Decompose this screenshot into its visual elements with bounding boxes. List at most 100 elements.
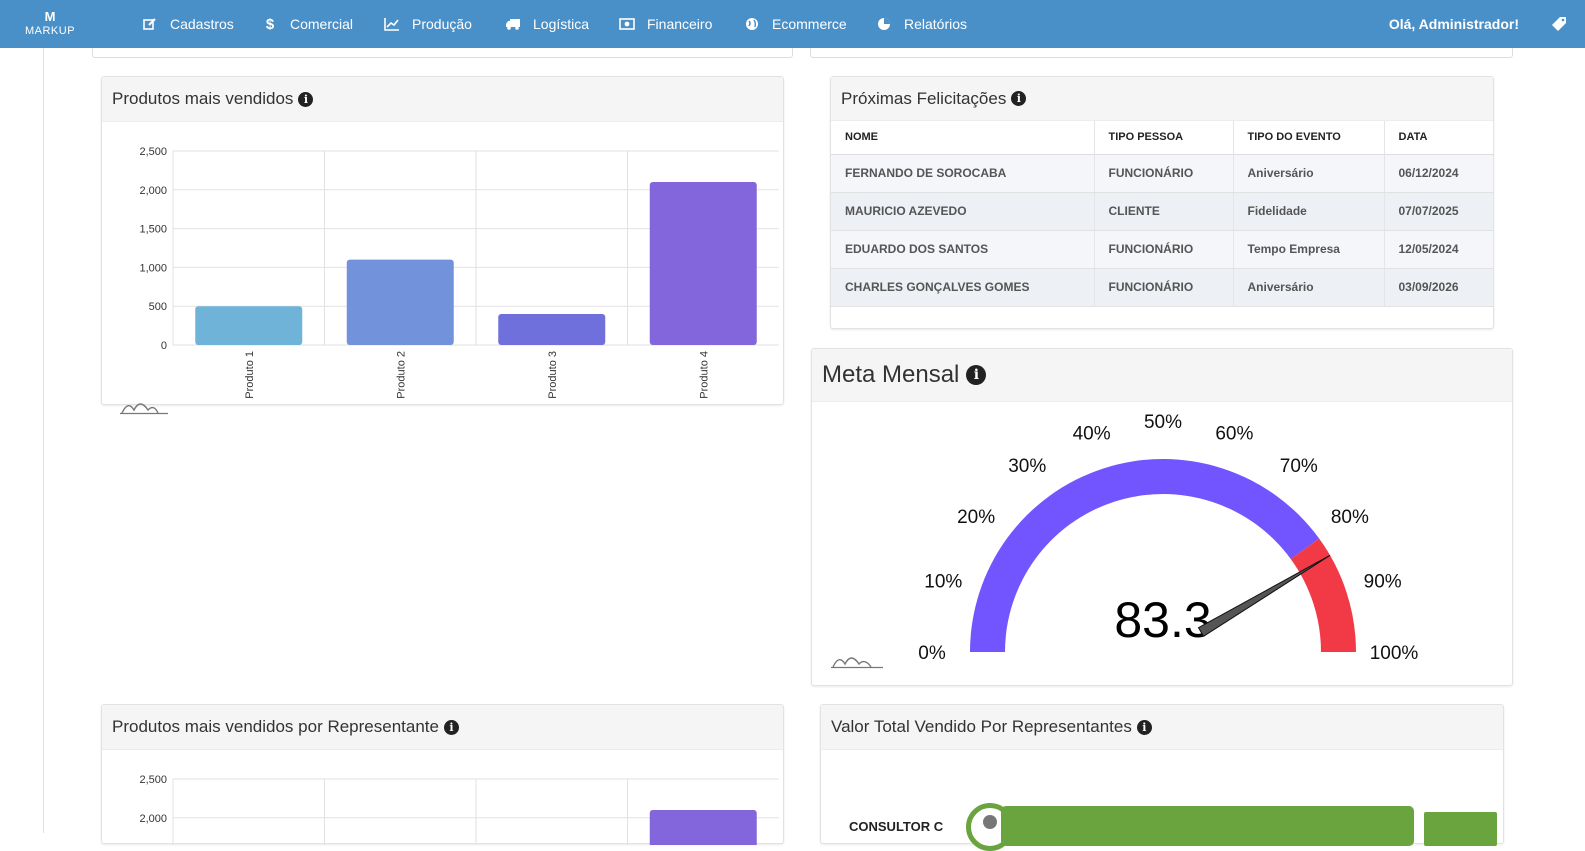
panel-header: Próximas Felicitações i bbox=[831, 77, 1493, 121]
y-tick-label: 1,000 bbox=[139, 262, 167, 274]
x-tick-label: Produto 1 bbox=[244, 351, 256, 399]
info-icon[interactable]: i bbox=[298, 91, 314, 107]
panel-above-right bbox=[810, 48, 1513, 58]
top-products-bar-chart: 0 500 1,000 1,500 2,000 2,500 Produto 1 Produto… bbox=[139, 146, 779, 399]
panel-title: Valor Total Vendido Por Representantes bbox=[831, 717, 1132, 736]
chart-loader-icon bbox=[120, 403, 168, 415]
y-tick-label: 2,000 bbox=[139, 813, 167, 825]
nav-producao[interactable]: Produção bbox=[384, 0, 472, 48]
nav-label: Cadastros bbox=[170, 16, 234, 32]
panel-header: Produtos mais vendidos por Representante… bbox=[102, 705, 783, 750]
panel-title: Produtos mais vendidos por Representante bbox=[112, 717, 439, 736]
panel-header: Produtos mais vendidos i bbox=[102, 77, 783, 122]
nav-label: Ecommerce bbox=[772, 16, 847, 32]
cell-tipo-pessoa: CLIENTE bbox=[1094, 192, 1234, 231]
gauge-tick-label: 90% bbox=[1364, 572, 1402, 593]
gauge-tick-label: 80% bbox=[1331, 507, 1369, 528]
markup-logo[interactable]: M MARKUP bbox=[20, 10, 80, 40]
nav-relatorios[interactable]: Relatórios bbox=[876, 0, 967, 48]
cell-data: 06/12/2024 bbox=[1384, 154, 1494, 193]
by-rep-panel: Produtos mais vendidos por Representante… bbox=[101, 704, 784, 845]
money-icon bbox=[619, 16, 635, 32]
total-rep-panel: Valor Total Vendido Por Representantes i… bbox=[820, 704, 1504, 851]
table-row[interactable]: CHARLES GONÇALVES GOMES FUNCIONÁRIO Aniv… bbox=[831, 268, 1494, 307]
cell-data: 03/09/2026 bbox=[1384, 268, 1494, 307]
rep-action-button[interactable] bbox=[1424, 812, 1497, 846]
nav-comercial[interactable]: $ Comercial bbox=[262, 0, 353, 48]
table-row[interactable]: EDUARDO DOS SANTOS FUNCIONÁRIO Tempo Emp… bbox=[831, 230, 1494, 269]
nav-label: Produção bbox=[412, 16, 472, 32]
cell-data: 12/05/2024 bbox=[1384, 230, 1494, 269]
nav-ecommerce[interactable]: Ecommerce bbox=[744, 0, 847, 48]
nav-label: Comercial bbox=[290, 16, 354, 32]
gauge-tick-label: 50% bbox=[1144, 412, 1182, 433]
y-tick-label: 0 bbox=[161, 340, 167, 352]
y-tick-label: 500 bbox=[149, 301, 167, 313]
by-rep-bar-chart: 2,000 2,500 bbox=[139, 774, 779, 845]
globe-icon bbox=[744, 16, 760, 32]
cell-tipo-pessoa: FUNCIONÁRIO bbox=[1094, 268, 1234, 307]
table-header-row: NOME TIPO PESSOA TIPO DO EVENTO DATA bbox=[831, 121, 1494, 155]
info-icon[interactable]: i bbox=[1011, 91, 1027, 106]
logo-text: MARKUP bbox=[24, 25, 76, 37]
gauge-tick-label: 10% bbox=[924, 572, 962, 593]
gauge-value-label: 83.3 bbox=[1114, 592, 1211, 648]
user-greeting[interactable]: Olá, Administrador! bbox=[1388, 16, 1519, 32]
cell-nome: MAURICIO AZEVEDO bbox=[831, 192, 1095, 231]
pie-chart-icon bbox=[876, 16, 892, 32]
edit-icon bbox=[142, 16, 158, 32]
info-icon[interactable]: i bbox=[1136, 719, 1152, 735]
x-tick-label: Produto 4 bbox=[698, 351, 710, 399]
info-icon[interactable]: i bbox=[966, 365, 987, 385]
gauge-tick-label: 0% bbox=[918, 643, 946, 664]
cell-tipo-evento: Aniversário bbox=[1233, 268, 1385, 307]
rep-value-bar bbox=[1001, 806, 1414, 846]
panel-title: Próximas Felicitações bbox=[841, 88, 1007, 108]
nav-label: Logística bbox=[533, 16, 590, 32]
gauge-band-danger bbox=[1290, 538, 1356, 652]
chart-loader-icon bbox=[831, 657, 883, 669]
nav-label: Financeiro bbox=[647, 16, 713, 32]
panel-header: Valor Total Vendido Por Representantes i bbox=[821, 705, 1503, 750]
cell-tipo-evento: Fidelidade bbox=[1233, 192, 1385, 231]
table-row[interactable]: MAURICIO AZEVEDO CLIENTE Fidelidade 07/0… bbox=[831, 192, 1494, 231]
bar bbox=[498, 313, 606, 345]
cell-tipo-pessoa: FUNCIONÁRIO bbox=[1094, 230, 1234, 269]
gauge-tick-label: 60% bbox=[1215, 423, 1253, 444]
nav-financeiro[interactable]: Financeiro bbox=[619, 0, 712, 48]
gauge-needle bbox=[1197, 554, 1331, 638]
line-chart-icon bbox=[384, 16, 400, 32]
top-products-panel: Produtos mais vendidos i 0 500 1,000 1,500 2… bbox=[101, 76, 784, 405]
cell-nome: FERNANDO DE SOROCABA bbox=[831, 154, 1095, 193]
cell-nome: CHARLES GONÇALVES GOMES bbox=[831, 268, 1095, 307]
col-tipo-evento[interactable]: TIPO DO EVENTO bbox=[1233, 121, 1385, 155]
col-nome[interactable]: NOME bbox=[831, 121, 1095, 155]
top-navbar: M MARKUP Cadastros $ Comercial Produção … bbox=[0, 0, 1585, 48]
y-tick-label: 1,500 bbox=[139, 224, 167, 236]
col-data[interactable]: DATA bbox=[1384, 121, 1494, 155]
meta-mensal-panel: Meta Mensal i 0% 10% 20% 30% 40% 50% 60% 70% 80%… bbox=[811, 348, 1513, 686]
felicitacoes-panel: Próximas Felicitações i NOME TIPO PESSOA… bbox=[830, 76, 1494, 329]
y-tick-label: 2,500 bbox=[139, 146, 167, 158]
y-tick-label: 2,500 bbox=[139, 774, 167, 786]
logo-mark: M bbox=[44, 9, 56, 24]
bar bbox=[346, 259, 454, 345]
nav-label: Relatórios bbox=[904, 16, 968, 32]
gauge-tick-label: 100% bbox=[1370, 643, 1419, 664]
gauge-tick-label: 70% bbox=[1280, 456, 1318, 477]
gauge-tick-label: 30% bbox=[1008, 456, 1046, 477]
gauge-band-normal bbox=[970, 459, 1320, 652]
col-tipo-pessoa[interactable]: TIPO PESSOA bbox=[1094, 121, 1234, 155]
dollar-icon: $ bbox=[265, 15, 275, 33]
panel-title: Produtos mais vendidos bbox=[112, 89, 294, 108]
tag-icon[interactable] bbox=[1551, 16, 1567, 32]
info-icon[interactable]: i bbox=[443, 719, 459, 735]
nav-logistica[interactable]: Logística bbox=[505, 0, 589, 48]
table-row[interactable]: FERNANDO DE SOROCABA FUNCIONÁRIO Anivers… bbox=[831, 154, 1494, 193]
panel-title: Meta Mensal bbox=[822, 361, 960, 388]
rep-label: CONSULTOR C bbox=[849, 819, 944, 834]
bar bbox=[649, 182, 757, 345]
nav-cadastros[interactable]: Cadastros bbox=[142, 0, 234, 48]
gauge-tick-label: 40% bbox=[1073, 423, 1111, 444]
bar bbox=[649, 810, 757, 845]
